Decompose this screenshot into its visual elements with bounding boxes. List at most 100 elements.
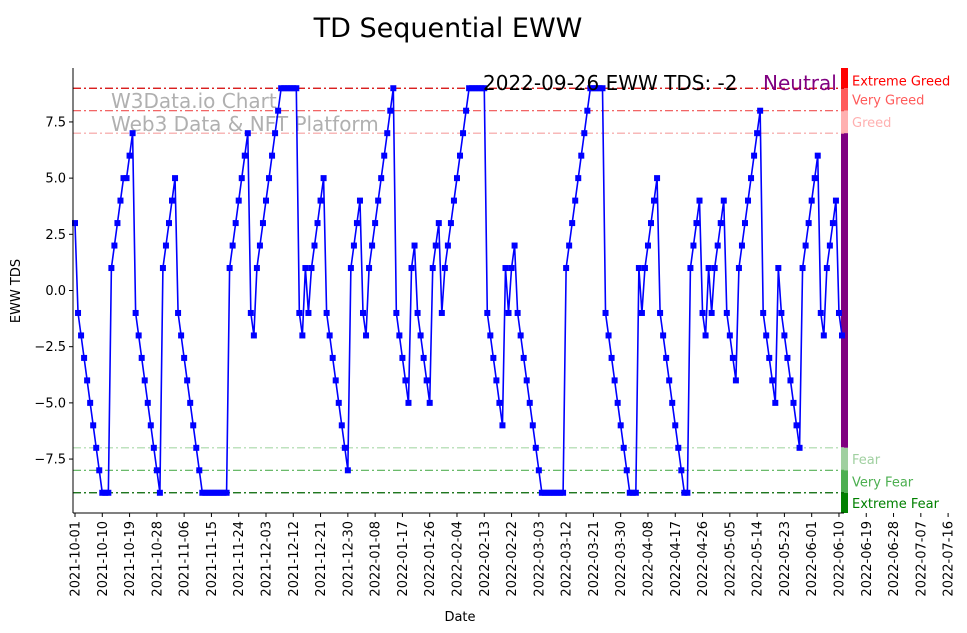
data-point [363,332,370,339]
data-point [614,399,621,406]
data-point [184,377,191,384]
data-point [323,309,330,316]
x-tick-label: 2021-10-28 [150,521,165,597]
y-ticks: −7.5 −5.0 −2.5 0.0 2.5 5.0 7.5 [34,115,73,468]
data-point [147,422,154,429]
data-point [502,265,509,272]
data-point [426,399,433,406]
x-tick-label: 2021-10-01 [69,521,84,597]
data-point [641,265,648,272]
data-point [108,265,115,272]
data-point [423,377,430,384]
x-tick-label: 2022-02-22 [505,521,520,597]
data-point [635,265,642,272]
data-point [244,130,251,137]
data-point [311,242,318,249]
data-point [654,175,661,182]
data-point [472,85,479,92]
data-point [687,265,694,272]
data-point [763,332,770,339]
data-point [453,175,460,182]
data-point [490,354,497,361]
x-tick-label: 2022-07-07 [914,521,929,597]
data-point [223,489,230,496]
data-point [90,422,97,429]
data-point [802,242,809,249]
x-tick-label: 2022-03-12 [560,521,575,597]
data-point [284,85,291,92]
data-point [544,489,551,496]
zone-label: Extreme Fear [852,497,940,512]
data-point [475,85,482,92]
y-tick-label: 2.5 [45,228,66,243]
x-axis-label: Date [444,610,475,625]
zone-band-fear [841,447,848,471]
data-point [275,107,282,114]
x-tick-label: 2022-04-17 [669,521,684,597]
data-point [729,354,736,361]
data-point [520,354,527,361]
data-point [99,489,106,496]
data-point [72,220,78,227]
data-point [199,489,206,496]
data-point [826,242,833,249]
x-tick-label: 2022-05-23 [778,521,793,597]
data-point [629,489,636,496]
data-point [375,197,382,204]
data-point [460,130,467,137]
data-point [775,265,782,272]
y-tick-label: −5.0 [34,396,66,411]
data-point [93,444,100,451]
data-point [708,309,715,316]
data-point [144,399,151,406]
x-tick-label: 2022-07-16 [942,521,957,597]
data-point [235,197,242,204]
data-point [196,467,203,474]
data-point [550,489,557,496]
data-point [714,242,721,249]
data-point [529,422,536,429]
data-point [299,332,306,339]
data-point [347,265,354,272]
data-point [566,242,573,249]
chart-title: TD Sequential EWW [313,13,583,44]
data-point [387,107,394,114]
threshold-lines [73,87,844,494]
data-point [799,265,806,272]
data-point [326,332,333,339]
data-point [578,152,585,159]
data-point [335,399,342,406]
data-point [366,265,373,272]
data-point [541,489,548,496]
data-point [214,489,221,496]
data-point [111,242,118,249]
data-point [481,85,488,92]
data-point [126,152,133,159]
data-point [408,265,415,272]
data-point [256,242,263,249]
x-tick-label: 2021-12-12 [287,521,302,597]
data-point [341,444,348,451]
data-point [741,220,748,227]
data-point [696,197,703,204]
data-point [287,85,294,92]
data-point [135,332,142,339]
y-tick-label: 5.0 [45,172,66,187]
data-point [175,309,182,316]
data-point [678,467,685,474]
data-point [463,107,470,114]
data-point [114,220,121,227]
data-point [772,399,779,406]
x-tick-label: 2022-06-10 [832,521,847,597]
y-axis-label: EWW TDS [9,259,24,323]
x-tick-label: 2022-05-05 [723,521,738,597]
data-point [172,175,179,182]
data-point [547,489,554,496]
data-point [457,152,464,159]
zone-label: Extreme Greed [852,74,950,89]
data-point [329,354,336,361]
x-ticks: 2021-10-01 2021-10-10 2021-10-19 2021-10-28… [69,513,957,597]
data-point [602,309,609,316]
data-point [760,309,767,316]
data-point [666,377,673,384]
